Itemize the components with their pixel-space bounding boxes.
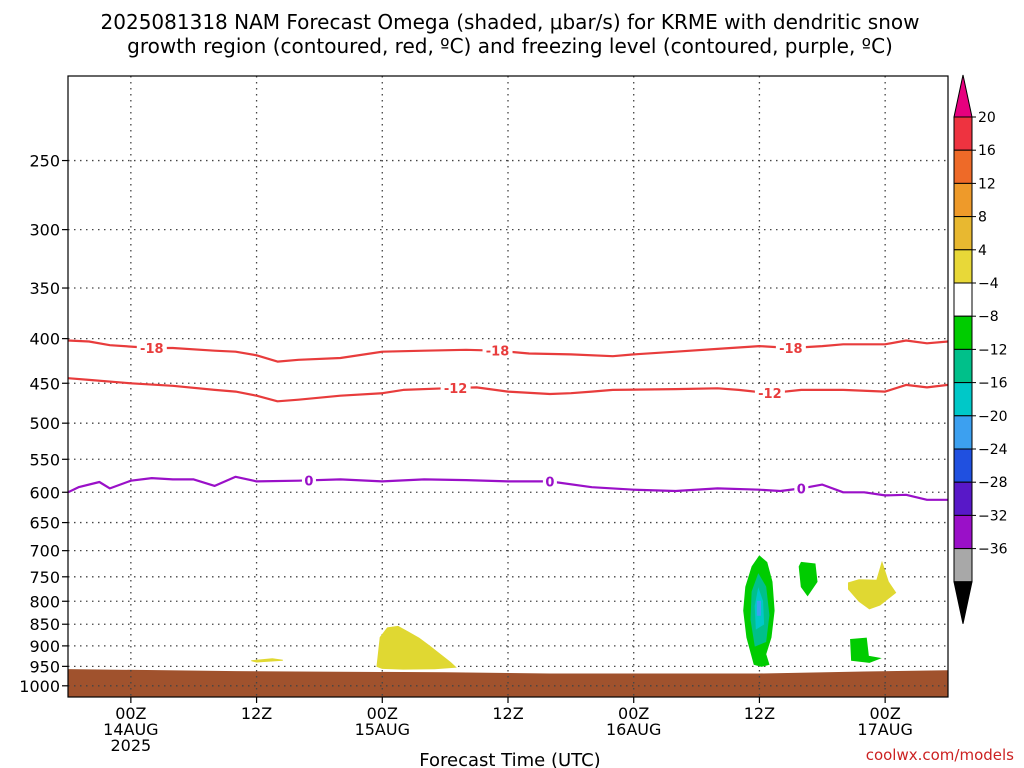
omega-region: [376, 625, 457, 670]
contour-label: 0: [545, 475, 554, 490]
x-tick-label: 00Z: [115, 704, 146, 723]
y-tick-label: 450: [29, 374, 60, 393]
colorbar-label: 12: [978, 176, 996, 192]
colorbar-bottom-arrow: [953, 581, 973, 624]
credit-link[interactable]: coolwx.com/models: [866, 746, 1014, 764]
contour-label-bg: [440, 379, 471, 394]
y-axis-pressure: 250 300 350 400 450 500 550 600 650 700 750 800 850 9…: [19, 152, 68, 696]
omega-region: [251, 658, 283, 663]
colorbar-label: −24: [978, 442, 1008, 458]
x-tick-label: 12Z: [744, 704, 775, 723]
colorbar-label: −16: [978, 376, 1008, 392]
omega-region: [850, 637, 882, 663]
colorbar-segment: [953, 116, 973, 151]
y-tick-label: 300: [29, 221, 60, 240]
contour-line: [68, 475, 948, 501]
x-tick-label: 2025: [110, 736, 151, 755]
plot-area: -18 -18 -18 -12 -12 0 0 0: [68, 76, 948, 697]
colorbar-segment: [953, 282, 973, 317]
y-tick-label: 750: [29, 568, 60, 587]
x-tick-label: 12Z: [492, 704, 523, 723]
y-tick-label: 850: [29, 615, 60, 634]
x-tick-label: 00Z: [869, 704, 900, 723]
y-tick-label: 700: [29, 542, 60, 561]
y-tick-label: 650: [29, 514, 60, 533]
colorbar-label: −28: [978, 475, 1008, 491]
y-tick-label: 800: [29, 592, 60, 611]
colorbar-label: −12: [978, 342, 1008, 358]
colorbar-segment: [953, 249, 973, 284]
colorbar: 20 16 12 8 4 −4 −8 −12 −16 −20 −24 −28 −32 −36: [953, 74, 1008, 624]
y-tick-label: 250: [29, 152, 60, 171]
colorbar-segment: [953, 216, 973, 251]
colorbar-label: 4: [978, 243, 987, 259]
x-axis-title: Forecast Time (UTC): [419, 750, 600, 768]
colorbar-segment: [953, 382, 973, 417]
omega-region: [756, 600, 761, 616]
colorbar-label: −36: [978, 542, 1008, 558]
colorbar-label: −32: [978, 508, 1008, 524]
y-tick-label: 600: [29, 483, 60, 502]
contour-label-bg: [301, 472, 316, 487]
colorbar-segment: [953, 548, 973, 583]
omega-region: [798, 561, 818, 597]
x-tick-label: 00Z: [618, 704, 649, 723]
x-tick-label: 12Z: [241, 704, 272, 723]
colorbar-label: −20: [978, 409, 1008, 425]
y-tick-label: 550: [29, 450, 60, 469]
colorbar-label: 16: [978, 143, 996, 159]
contour-label-bg: [754, 385, 785, 400]
contour-label: -18: [486, 345, 510, 360]
contour-label-bg: [136, 339, 167, 354]
y-tick-label: 400: [29, 330, 60, 349]
x-tick-label: 17AUG: [857, 720, 912, 739]
y-tick-label: 900: [29, 637, 60, 656]
contour-label: 0: [797, 482, 806, 497]
colorbar-top-arrow: [953, 74, 973, 118]
y-tick-label: 500: [29, 414, 60, 433]
contour-label: -12: [758, 387, 782, 402]
x-tick-label: 16AUG: [606, 720, 661, 739]
y-tick-label: 350: [29, 279, 60, 298]
contour-label: 0: [304, 474, 313, 489]
omega-shading: [251, 555, 897, 670]
chart-title-line2: growth region (contoured, red, ºC) and f…: [127, 34, 893, 58]
colorbar-segment: [953, 348, 973, 384]
contour-label-bg: [775, 339, 806, 354]
plot-frame: [67, 75, 949, 698]
colorbar-label: −8: [978, 309, 999, 325]
y-tick-label: 950: [29, 657, 60, 676]
grid-lines: [68, 76, 948, 697]
colorbar-segment: [953, 149, 973, 184]
colorbar-segment: [953, 514, 973, 550]
temperature-contours: -18 -18 -18 -12 -12 0 0 0: [68, 339, 948, 501]
contour-label: -12: [444, 382, 468, 397]
contour-label-bg: [794, 480, 809, 495]
colorbar-segment: [953, 448, 973, 483]
x-tick-label: 15AUG: [355, 720, 410, 739]
x-tick-label: 14AUG: [103, 720, 158, 739]
contour-label-bg: [482, 342, 513, 357]
omega-region: [848, 560, 897, 610]
contour-label: -18: [140, 342, 164, 357]
colorbar-segment: [953, 315, 973, 350]
colorbar-label: 8: [978, 210, 987, 226]
contour-label-bg: [542, 473, 557, 488]
contour-line: [68, 377, 948, 403]
colorbar-segment: [953, 481, 973, 516]
colorbar-segment: [953, 182, 973, 218]
x-tick-label: 00Z: [367, 704, 398, 723]
contour-label: -18: [779, 342, 803, 357]
chart-title-line1: 2025081318 NAM Forecast Omega (shaded, μ…: [101, 10, 920, 34]
colorbar-label: −4: [978, 276, 999, 292]
y-tick-label: 1000: [19, 677, 60, 696]
colorbar-segment: [953, 415, 973, 450]
colorbar-label: 20: [978, 110, 996, 126]
